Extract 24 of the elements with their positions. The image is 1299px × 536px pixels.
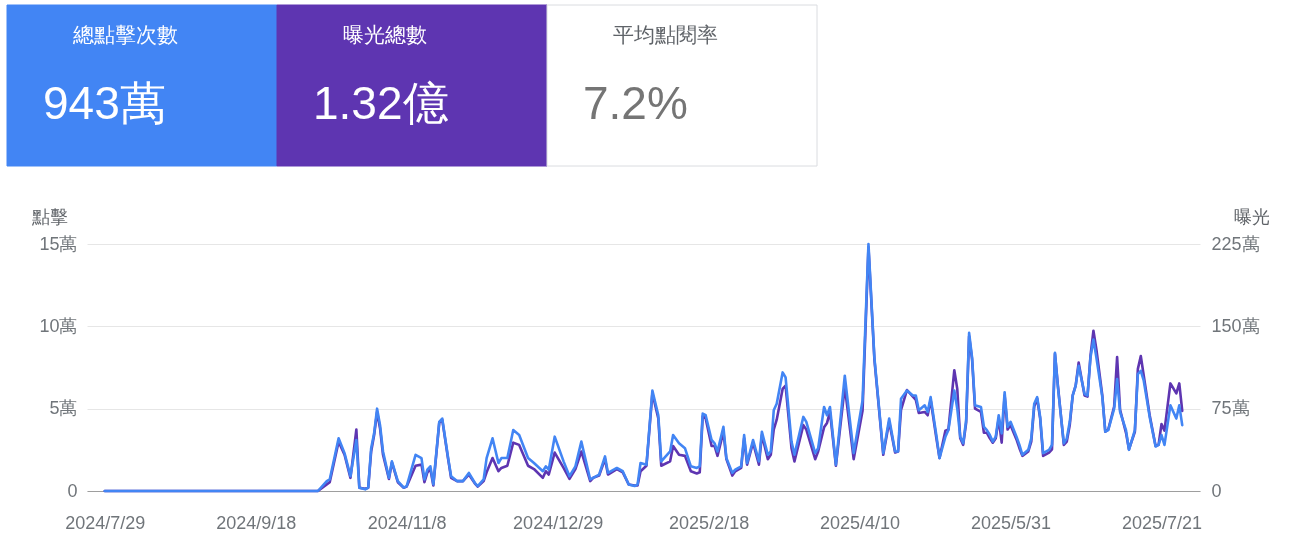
y-tick-label: 0	[67, 480, 78, 501]
y-axis-title: 點擊	[30, 206, 68, 227]
y2-tick-label: 150萬	[1211, 315, 1260, 336]
category-label: 總點擊次數	[72, 23, 178, 46]
y-tick-label: 5萬	[49, 398, 78, 419]
x-tick-label: 2024/11/8	[367, 512, 447, 533]
x-tick-label: 2024/9/18	[216, 512, 297, 533]
y-tick-label: 10萬	[39, 315, 78, 336]
x-tick-label: 2025/5/31	[971, 512, 1052, 533]
y2-tick-label: 0	[1211, 480, 1222, 501]
x-tick-label: 2025/4/10	[820, 512, 901, 533]
y-tick-label: 15萬	[39, 233, 78, 254]
x-tick-label: 2025/2/18	[669, 512, 750, 533]
text: 7.2%	[583, 77, 688, 129]
y2-tick-label: 75萬	[1211, 398, 1250, 419]
x-tick-label: 2025/7/21	[1121, 512, 1203, 533]
category-label: 曝光總數	[343, 23, 427, 46]
x-tick-label: 2024/12/29	[513, 512, 604, 533]
text: 1.32億	[313, 77, 449, 129]
text: 943萬	[43, 77, 166, 129]
y2-tick-label: 225萬	[1211, 233, 1260, 254]
y2-axis-title: 曝光	[1233, 206, 1270, 227]
category-label: 平均點閱率	[613, 23, 718, 46]
x-tick-label: 2024/7/29	[65, 512, 146, 533]
